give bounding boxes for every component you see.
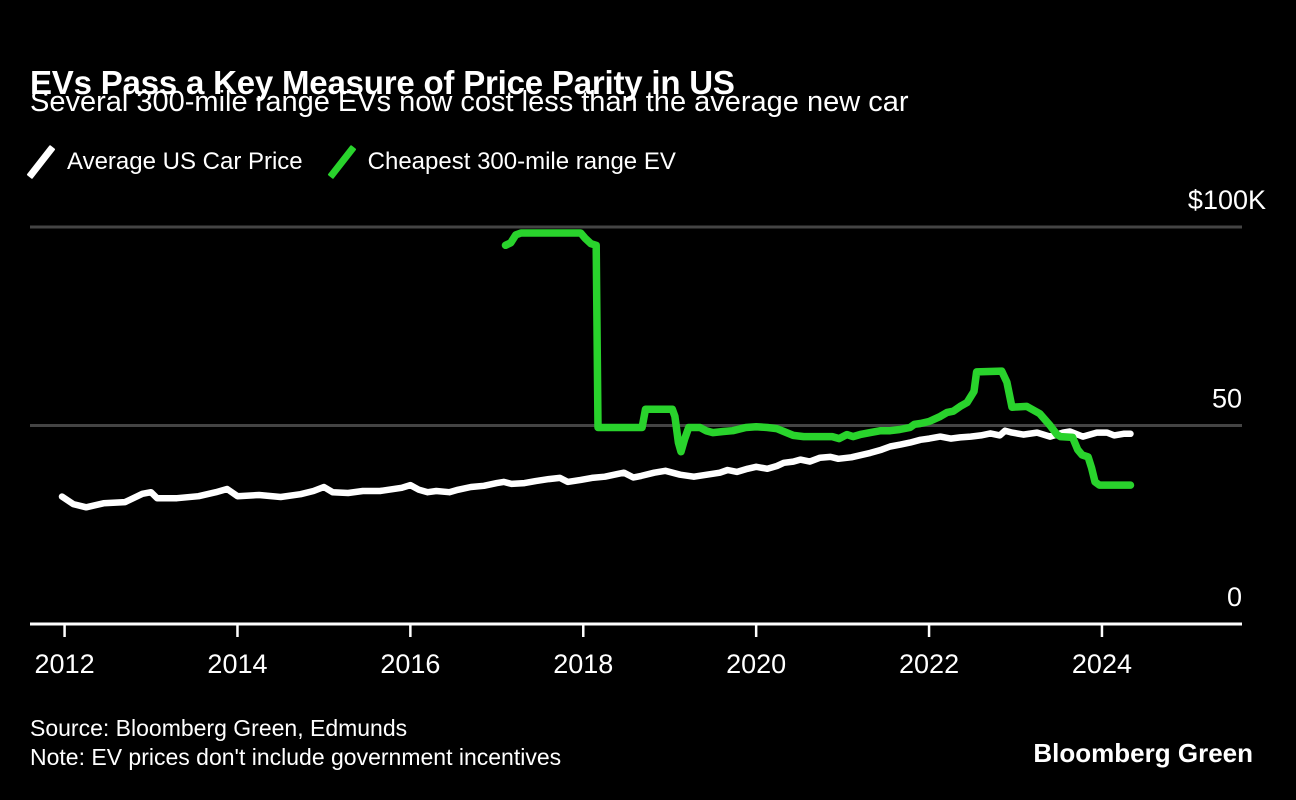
x-axis-label-2016: 2016: [380, 649, 440, 679]
x-axis-label-2024: 2024: [1072, 649, 1132, 679]
note-text: Note: EV prices don't include government…: [30, 744, 562, 770]
legend-item-avg-price: Average US Car Price: [26, 144, 303, 180]
legend: Average US Car Price Cheapest 300-mile ra…: [26, 144, 676, 180]
x-axis-label-2020: 2020: [726, 649, 786, 679]
x-axis-label-2012: 2012: [35, 649, 95, 679]
y-axis-label-50: 50: [1212, 384, 1242, 414]
legend-label: Cheapest 300-mile range EV: [367, 148, 676, 175]
source-note-block: Source: Bloomberg Green, Edmunds Note: E…: [30, 714, 561, 772]
y-axis-label-100: $100K: [1188, 185, 1266, 215]
x-axis-label-2022: 2022: [899, 649, 959, 679]
y-axis-label-0: 0: [1227, 582, 1242, 612]
legend-label: Average US Car Price: [67, 148, 303, 175]
source-text: Source: Bloomberg Green, Edmunds: [30, 715, 408, 741]
bloomberg-green-logo: Bloomberg Green: [1033, 738, 1253, 768]
x-axis-label-2014: 2014: [207, 649, 267, 679]
chart-title: EVs Pass a Key Measure of Price Parity i…: [30, 64, 735, 102]
legend-item-ev-price: Cheapest 300-mile range EV: [327, 144, 676, 180]
x-axis-label-2018: 2018: [553, 649, 613, 679]
chart-subtitle: Several 300-mile range EVs now cost less…: [30, 86, 909, 118]
avg-us-car-price-line: [58, 427, 1134, 511]
cheapest-300mile-ev-line: [501, 229, 1135, 489]
